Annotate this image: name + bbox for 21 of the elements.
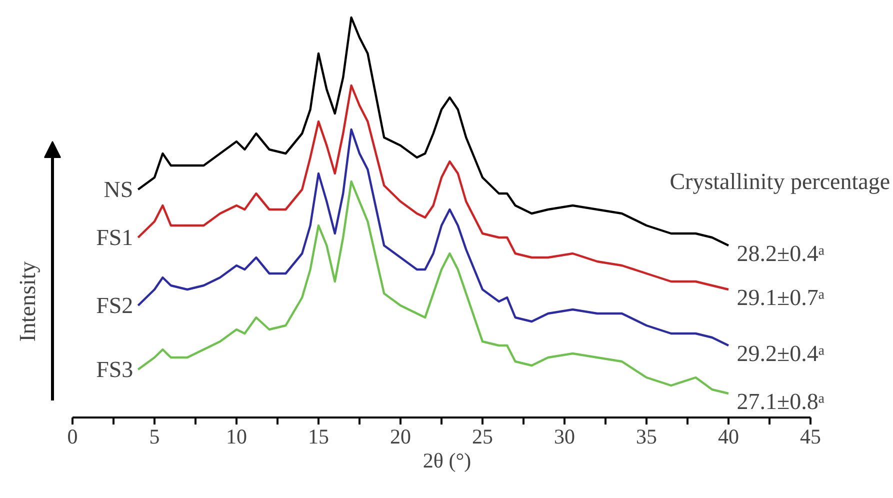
annotation: 29.2±0.4ᵃ: [736, 341, 825, 366]
series-label: FS1: [96, 225, 134, 250]
series-label: NS: [104, 177, 134, 202]
annotation: Crystallinity percentage: [670, 169, 890, 194]
y-axis-title: Intensity: [14, 260, 40, 342]
series-label: FS2: [96, 293, 134, 318]
x-tick-label: 30: [554, 424, 575, 448]
annotation: 27.1±0.8ᵃ: [736, 389, 825, 414]
x-tick-label: 15: [308, 424, 329, 448]
x-tick-label: 5: [149, 424, 160, 448]
annotation: 28.2±0.4ᵃ: [736, 241, 825, 266]
x-axis-title: 2θ (°): [422, 448, 472, 472]
x-tick-label: 25: [472, 424, 493, 448]
x-tick-label: 45: [800, 424, 821, 448]
x-tick-label: 20: [390, 424, 411, 448]
x-tick-label: 35: [636, 424, 657, 448]
series-label: FS3: [96, 357, 134, 382]
annotation: 29.1±0.7ᵃ: [736, 285, 825, 310]
x-tick-label: 40: [718, 424, 739, 448]
x-tick-label: 0: [67, 424, 78, 448]
x-tick-label: 10: [226, 424, 247, 448]
